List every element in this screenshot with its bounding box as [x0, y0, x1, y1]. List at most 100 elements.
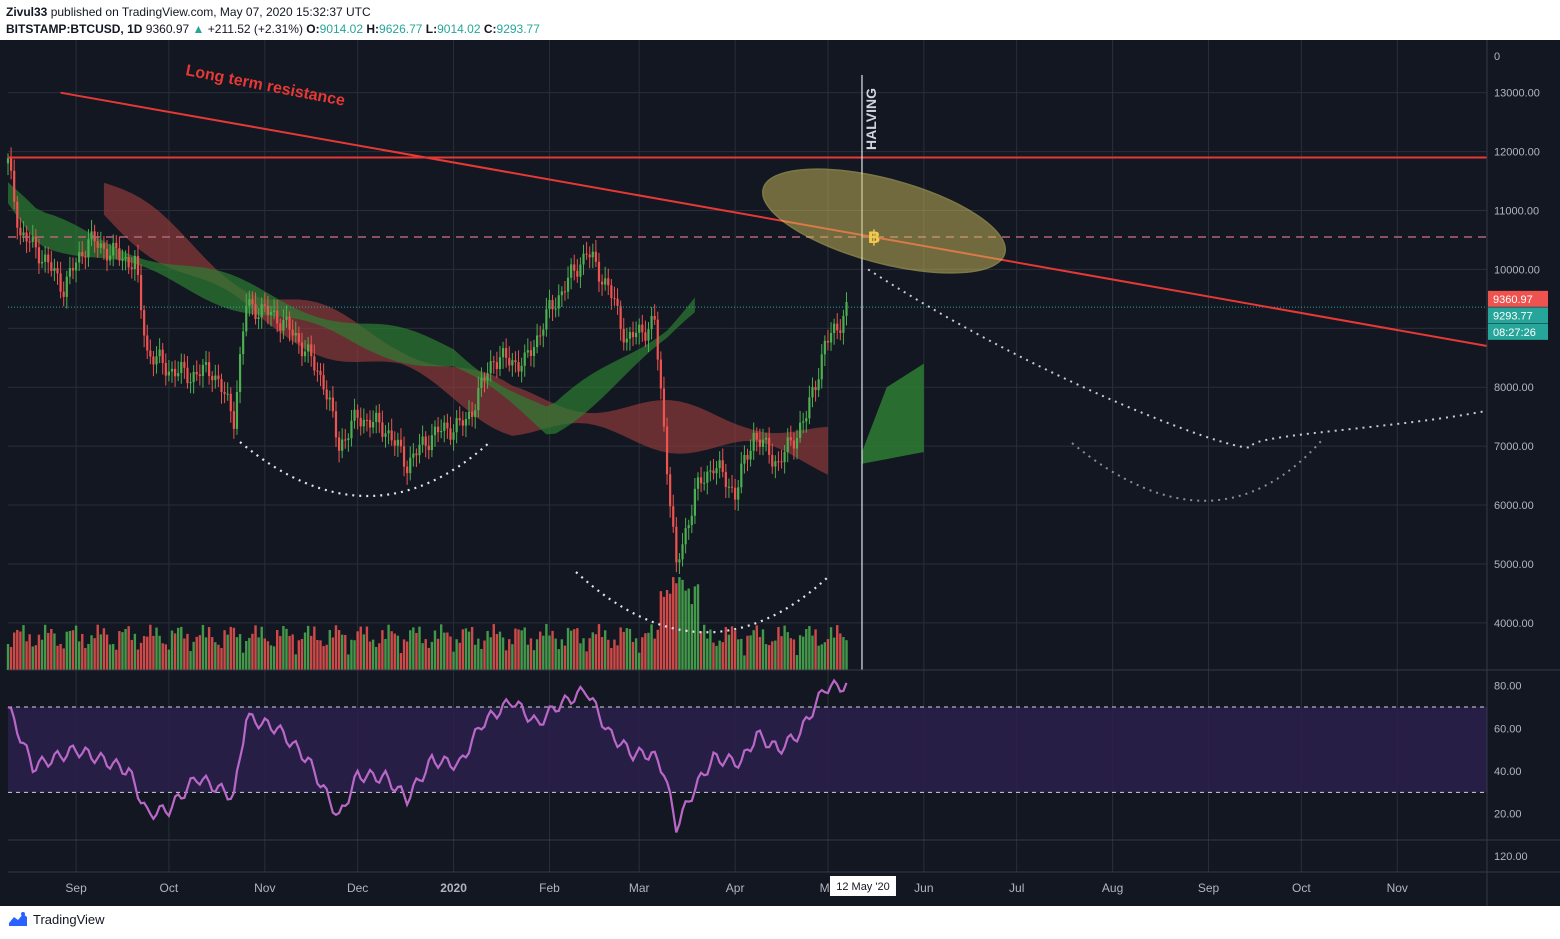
volume-bar	[167, 649, 171, 670]
candle	[520, 365, 523, 372]
candle	[789, 437, 792, 441]
volume-bar	[328, 630, 331, 670]
candle	[709, 470, 712, 472]
volume-bar	[105, 634, 109, 670]
price-tick-label: 8000.00	[1494, 382, 1534, 394]
candle	[678, 559, 681, 563]
volume-bar	[74, 625, 78, 670]
volume-bar	[727, 634, 731, 670]
volume-bar	[786, 632, 789, 670]
long-term-resistance-line	[60, 91, 1488, 347]
volume-bar	[251, 633, 254, 670]
close-value: 9293.77	[496, 22, 540, 36]
volume-bar	[146, 636, 149, 670]
candle	[384, 433, 387, 437]
volume-bar	[133, 633, 137, 670]
volume-bar	[288, 635, 291, 670]
volume-bar	[173, 633, 177, 670]
author-name[interactable]: Zivul33	[6, 5, 48, 19]
volume-bar	[823, 642, 827, 670]
last-price: 9360.97	[145, 22, 190, 36]
volume-bar	[294, 654, 297, 670]
volume-bar	[325, 644, 328, 670]
volume-bar	[783, 625, 786, 670]
volume-bar	[631, 641, 635, 670]
volume-bar	[523, 627, 526, 670]
candle	[127, 257, 130, 268]
candle	[486, 373, 489, 381]
volume-bar	[826, 639, 830, 670]
candle	[690, 515, 693, 526]
bitcoin-icon: ฿	[868, 227, 881, 248]
candle	[242, 331, 245, 355]
candle	[337, 437, 341, 451]
volume-bar	[9, 647, 13, 670]
candle	[282, 319, 285, 331]
candle	[344, 439, 347, 441]
candle	[446, 422, 449, 429]
candle	[44, 254, 47, 262]
candle	[285, 316, 288, 320]
volume-bar	[436, 638, 440, 670]
candle	[761, 439, 765, 447]
candle	[823, 340, 826, 355]
volume-bar	[269, 645, 273, 670]
candle	[71, 268, 75, 271]
close-label: C:	[483, 22, 497, 36]
rsi-line	[7, 678, 848, 833]
candle	[449, 428, 452, 440]
volume-bar	[164, 644, 168, 670]
volume-bar	[532, 650, 536, 670]
volume-bar	[795, 655, 799, 670]
volume-bar	[706, 638, 709, 670]
candle	[424, 436, 427, 446]
candle	[477, 388, 480, 411]
volume-bar	[62, 648, 65, 670]
volume-bar	[693, 586, 697, 670]
volume-bar	[672, 577, 675, 670]
volume-bar	[303, 632, 307, 670]
volume-bar	[195, 636, 198, 670]
tradingview-brand[interactable]: TradingView	[8, 911, 105, 927]
volume-bar	[356, 631, 359, 670]
candle	[235, 392, 239, 429]
symbol-name[interactable]: BITSTAMP:BTCUSD, 1D	[6, 22, 143, 36]
price-tag	[1488, 290, 1548, 307]
volume-bar	[275, 630, 279, 670]
candle	[201, 364, 205, 377]
volume-bar	[393, 633, 396, 670]
candle	[471, 411, 474, 418]
volume-bar	[801, 636, 805, 670]
volume-bar	[554, 638, 557, 670]
volume-bar	[56, 645, 59, 670]
candle	[669, 474, 672, 507]
candle	[13, 170, 16, 202]
volume-bar	[241, 652, 245, 670]
volume-bar	[347, 654, 350, 670]
volume-bar	[579, 643, 582, 670]
candle	[644, 332, 647, 341]
candle	[415, 453, 418, 456]
volume-bar	[344, 634, 347, 670]
volume-bar	[306, 625, 310, 670]
candlestick-series	[6, 147, 848, 574]
volume-bar	[337, 629, 341, 670]
volume-bar	[189, 651, 192, 670]
candle	[557, 295, 560, 309]
volume-bar	[517, 629, 520, 670]
candle	[68, 268, 71, 277]
volume-bar	[272, 646, 276, 670]
target-zone-ellipse	[762, 168, 1006, 274]
candle	[124, 257, 127, 259]
candle	[820, 354, 823, 380]
candle	[545, 309, 548, 330]
candle	[16, 201, 19, 228]
volume-bar	[43, 624, 47, 670]
volume-bar	[183, 638, 186, 670]
up-arrow-icon: ▲	[192, 22, 205, 36]
volume-bar	[514, 628, 517, 670]
volume-bar	[170, 630, 174, 670]
candle	[808, 397, 811, 419]
candle	[443, 422, 446, 432]
